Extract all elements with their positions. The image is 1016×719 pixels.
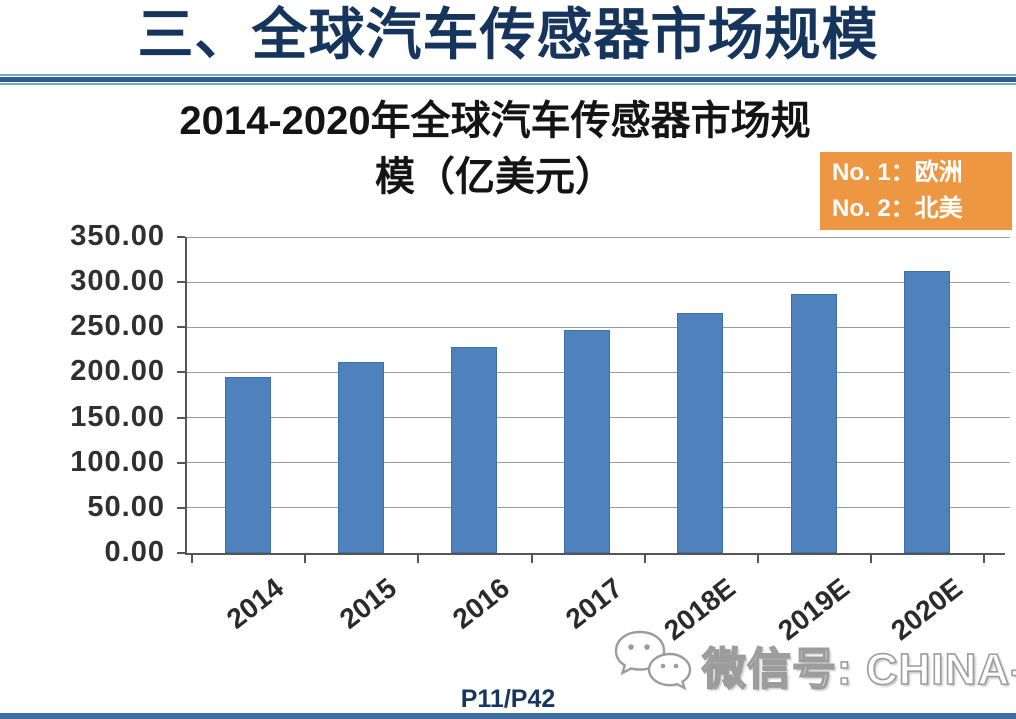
page-title: 三、全球汽车传感器市场规模 bbox=[137, 3, 879, 66]
y-axis-tick bbox=[177, 281, 185, 284]
y-axis-label: 50.00 bbox=[87, 490, 165, 523]
watermark-text: 微信号: CHINA-SENSOR bbox=[701, 644, 1016, 695]
y-axis-label: 0.00 bbox=[104, 536, 165, 568]
bar bbox=[224, 376, 271, 553]
y-axis-tick bbox=[177, 416, 185, 419]
x-axis-tick bbox=[983, 555, 986, 563]
gridline bbox=[186, 326, 1010, 328]
x-axis-label: 2014 bbox=[220, 572, 289, 635]
chart-title-line2: 模（亿美元） bbox=[375, 155, 615, 199]
x-axis-label: 2016 bbox=[446, 572, 516, 635]
bar bbox=[903, 271, 950, 553]
y-axis-label: 300.00 bbox=[70, 265, 165, 298]
y-axis-label: 100.00 bbox=[70, 445, 165, 478]
bar bbox=[677, 312, 724, 553]
bar bbox=[451, 347, 497, 553]
y-axis-label: 350.00 bbox=[70, 220, 165, 252]
y-axis-tick bbox=[177, 326, 185, 329]
y-axis-tick bbox=[177, 461, 185, 464]
bar bbox=[790, 293, 837, 553]
x-axis-label: 2015 bbox=[333, 572, 402, 635]
watermark: 微信号: CHINA-SENSOR bbox=[612, 628, 1016, 701]
divider-line-dark bbox=[0, 77, 1016, 82]
y-axis-label: 200.00 bbox=[70, 355, 165, 388]
x-axis-tick bbox=[191, 555, 193, 563]
y-axis-line bbox=[185, 237, 187, 555]
chart-title: 2014-2020年全球汽车传感器市场规 模（亿美元） bbox=[90, 93, 900, 205]
y-axis-tick bbox=[177, 552, 185, 554]
divider-line-light-bottom bbox=[0, 83, 1016, 85]
divider-line-light-top bbox=[0, 74, 1016, 76]
gridline bbox=[186, 236, 1010, 238]
y-axis-tick bbox=[177, 506, 185, 509]
chart-title-line1: 2014-2020年全球汽车传感器市场规 bbox=[179, 99, 811, 143]
x-axis-line bbox=[185, 553, 1005, 555]
y-axis-tick bbox=[177, 371, 185, 374]
x-axis-tick bbox=[304, 555, 307, 563]
title-divider bbox=[0, 74, 1016, 85]
gridline bbox=[186, 281, 1010, 283]
x-axis-tick bbox=[870, 555, 873, 563]
ranking-line-2: No. 2：北美 bbox=[832, 195, 963, 222]
wechat-icon bbox=[612, 628, 694, 701]
bar bbox=[337, 362, 384, 553]
ranking-badge: No. 1：欧洲 No. 2：北美 bbox=[820, 152, 1012, 230]
x-axis-tick bbox=[530, 555, 533, 563]
x-axis-label: 2017 bbox=[560, 572, 629, 635]
y-axis-label: 250.00 bbox=[70, 310, 165, 343]
x-axis-tick bbox=[643, 555, 646, 563]
page-indicator: P11/P42 bbox=[460, 685, 556, 713]
ranking-line-1: No. 1：欧洲 bbox=[832, 159, 963, 186]
bottom-divider bbox=[0, 713, 1016, 719]
bar bbox=[564, 329, 611, 553]
y-axis-label: 150.00 bbox=[70, 400, 165, 433]
x-axis-tick bbox=[757, 555, 759, 563]
y-axis-tick bbox=[177, 236, 185, 238]
x-axis-tick bbox=[417, 555, 420, 563]
